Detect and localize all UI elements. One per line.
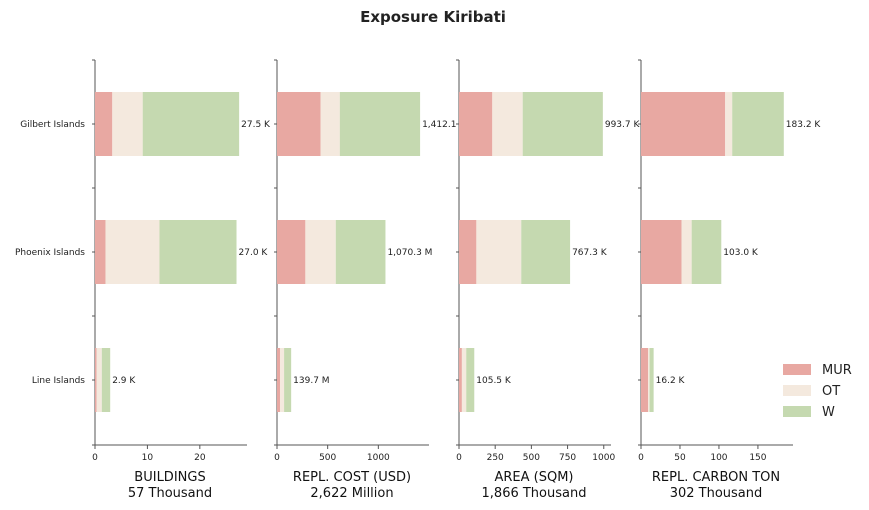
bar-segment-mur [641,348,649,412]
total-label: 27.5 K [241,120,271,130]
panel-4: 0 50 100 150 183.2 K 103.0 K 16.2 K REPL. CARBO… [638,59,822,501]
x-tick-label: 50 [674,453,686,463]
x-tick-label: 1000 [592,453,615,463]
bar-segment-w [335,220,386,284]
total-label: 105.5 K [476,376,512,386]
x-tick-label: 150 [749,453,766,463]
category-label: Gilbert Islands [20,120,85,130]
category-label: Line Islands [32,376,85,386]
chart-panels: Gilbert Islands Phoenix Islands Line Islan… [15,59,822,501]
total-label: 1,412.1 M [422,120,467,130]
x-tick-label: 0 [638,453,644,463]
panel-2: 0 500 1000 1,412.1 M 1,070.3 M 139.7 M REPL. C… [274,59,467,501]
legend-label: W [822,405,835,420]
total-label: 183.2 K [786,120,822,130]
bar-segment-mur [277,348,281,412]
x-axis-subtitle: 57 Thousand [128,486,212,501]
legend-swatch-w [783,406,811,417]
x-tick-label: 750 [559,453,576,463]
panel-3: 0 250 500 750 1000 993.7 K 767.3 K 105.5 K AREA … [456,59,641,501]
legend-label: MUR [822,363,852,378]
total-label: 767.3 K [572,248,608,258]
bar-segment-mur [277,92,321,156]
x-axis-subtitle: 2,622 Million [310,486,393,501]
bar-segment-mur [459,220,477,284]
x-tick-label: 20 [194,453,206,463]
bar-segment-mur [95,220,106,284]
bar-segment-ot [492,92,523,156]
bar-segment-w [522,92,603,156]
bar-segment-ot [280,348,285,412]
x-tick-label: 250 [487,453,504,463]
bar-segment-w [339,92,421,156]
bar-segment-w [691,220,722,284]
bar-segment-w [142,92,240,156]
total-label: 1,070.3 M [387,248,432,258]
x-tick-label: 10 [142,453,154,463]
bar-segment-w [649,348,654,412]
total-label: 139.7 M [293,376,329,386]
bar-segment-ot [96,348,102,412]
category-label: Phoenix Islands [15,248,85,258]
chart-legend: MUR OT W [783,363,852,420]
legend-label: OT [822,384,840,399]
x-axis-subtitle: 302 Thousand [670,486,763,501]
bar-segment-w [101,348,111,412]
bar-segment-mur [641,220,682,284]
bar-segment-mur [277,220,306,284]
bar-segment-w [521,220,571,284]
total-label: 103.0 K [723,248,759,258]
bar-segment-mur [459,348,462,412]
bar-segment-mur [641,92,726,156]
x-tick-label: 100 [710,453,727,463]
x-axis-subtitle: 1,866 Thousand [482,486,587,501]
total-label: 16.2 K [656,376,686,386]
bar-segment-ot [476,220,522,284]
total-label: 27.0 K [239,248,269,258]
x-axis-title: REPL. CARBON TON [652,470,780,485]
bar-segment-w [732,92,784,156]
legend-swatch-mur [783,364,811,375]
x-tick-label: 500 [319,453,336,463]
bar-segment-ot [648,348,650,412]
bar-segment-w [466,348,475,412]
bar-segment-ot [681,220,692,284]
x-tick-label: 1000 [367,453,390,463]
bar-segment-ot [112,92,143,156]
x-tick-label: 0 [456,453,462,463]
bar-segment-mur [95,92,113,156]
x-axis-title: REPL. COST (USD) [293,470,411,485]
bar-segment-ot [725,92,733,156]
legend-swatch-ot [783,385,811,396]
chart-title: Exposure Kiribati [360,8,506,26]
bar-segment-ot [320,92,340,156]
panel-1: Gilbert Islands Phoenix Islands Line Islan… [15,59,271,501]
x-tick-label: 0 [92,453,98,463]
x-tick-label: 500 [523,453,540,463]
bar-segment-w [284,348,292,412]
bar-segment-mur [95,348,97,412]
bar-segment-ot [461,348,467,412]
bar-segment-ot [105,220,160,284]
x-axis-title: AREA (SQM) [494,470,573,485]
total-label: 2.9 K [112,376,136,386]
bar-segment-w [159,220,237,284]
bar-segment-mur [459,92,493,156]
bar-segment-ot [305,220,336,284]
x-axis-title: BUILDINGS [134,470,205,485]
total-label: 993.7 K [605,120,641,130]
x-tick-label: 0 [274,453,280,463]
